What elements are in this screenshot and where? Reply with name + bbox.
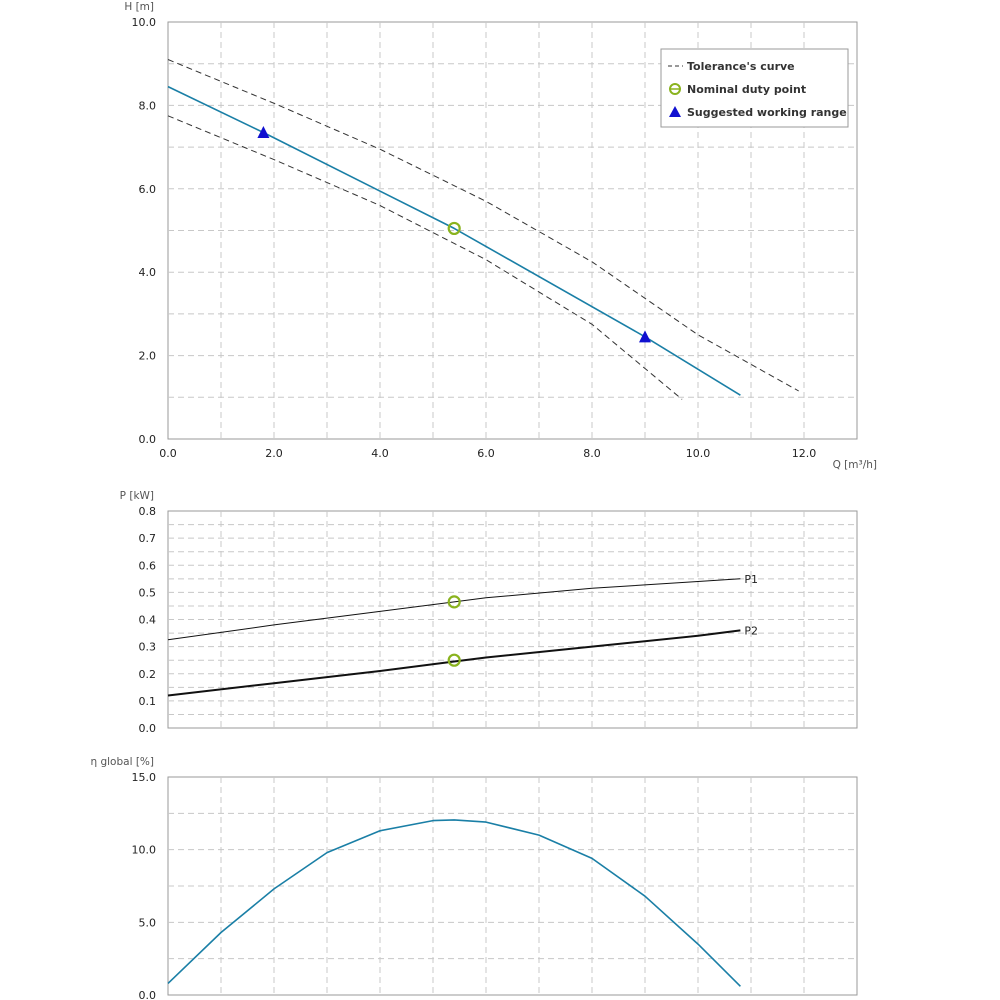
legend-triangle-icon <box>669 106 681 117</box>
panel1-series-line-3 <box>167 115 683 400</box>
panel1-x-tick-label: 0.0 <box>159 447 177 460</box>
legend-label: Tolerance's curve <box>687 60 795 73</box>
panel1-x-tick-label: 4.0 <box>371 447 389 460</box>
panel1-y-tick-label: 8.0 <box>139 99 157 112</box>
panel1-x-tick-label: 10.0 <box>686 447 711 460</box>
panel2-y-tick-label: 0.7 <box>139 532 157 545</box>
panel2-y-tick-label: 0.2 <box>139 668 157 681</box>
panel3-y-tick-label: 15.0 <box>132 771 157 784</box>
panel2-y-tick-label: 0.5 <box>139 586 157 599</box>
panel1-y-tick-label: 4.0 <box>139 266 157 279</box>
panel1-series-line-2 <box>167 59 799 392</box>
panel1-y-tick-label: 10.0 <box>132 16 157 29</box>
panel2-nominal-duty-point <box>447 653 461 667</box>
panel1-x-tick-label: 2.0 <box>265 447 283 460</box>
panel1-y-tick-label: 2.0 <box>139 350 157 363</box>
panel2-y-tick-label: 0.0 <box>139 722 157 735</box>
panel3-y-tick-label: 0.0 <box>139 989 157 1000</box>
panel1-x-tick-label: 12.0 <box>792 447 817 460</box>
panel1-nominal-duty-point <box>447 221 461 236</box>
panel2-y-axis-label: P [kW] <box>120 490 154 502</box>
panel2-y-tick-label: 0.8 <box>139 505 157 518</box>
legend-box <box>660 48 849 128</box>
panel3-series-line-1 <box>167 819 741 987</box>
panel2-nominal-duty-point <box>447 595 461 609</box>
panel2-series-label-P2: P2 <box>744 624 758 637</box>
panel1-x-tick-label: 8.0 <box>583 447 601 460</box>
panel3-y-tick-label: 5.0 <box>139 916 157 929</box>
panel1-series-line-1 <box>167 85 741 396</box>
panel3-y-axis-label: η global [%] <box>90 756 154 768</box>
panel3-y-tick-label: 10.0 <box>132 844 157 857</box>
panel1-y-axis-label: H [m] <box>124 1 154 13</box>
panel1-x-tick-label: 6.0 <box>477 447 495 460</box>
panel2-y-tick-label: 0.1 <box>139 695 157 708</box>
panel1-x-axis-label: Q [m³/h] <box>833 459 877 471</box>
legend-label: Suggested working range <box>687 106 847 119</box>
panel2-series-line-1 <box>167 578 741 641</box>
panel2-series-label-P1: P1 <box>744 573 758 586</box>
panel1-y-tick-label: 6.0 <box>139 183 157 196</box>
panel1-working-range-marker <box>257 126 270 139</box>
legend-circle-icon <box>669 83 681 95</box>
panel1-y-tick-label: 0.0 <box>139 433 157 446</box>
legend-label: Nominal duty point <box>687 83 806 96</box>
panel2-y-tick-label: 0.6 <box>139 559 157 572</box>
panel1-working-range-marker <box>639 330 651 343</box>
panel2-y-tick-label: 0.3 <box>139 641 157 654</box>
panel2-y-tick-label: 0.4 <box>139 614 157 627</box>
panel2-series-line-2 <box>167 629 741 697</box>
